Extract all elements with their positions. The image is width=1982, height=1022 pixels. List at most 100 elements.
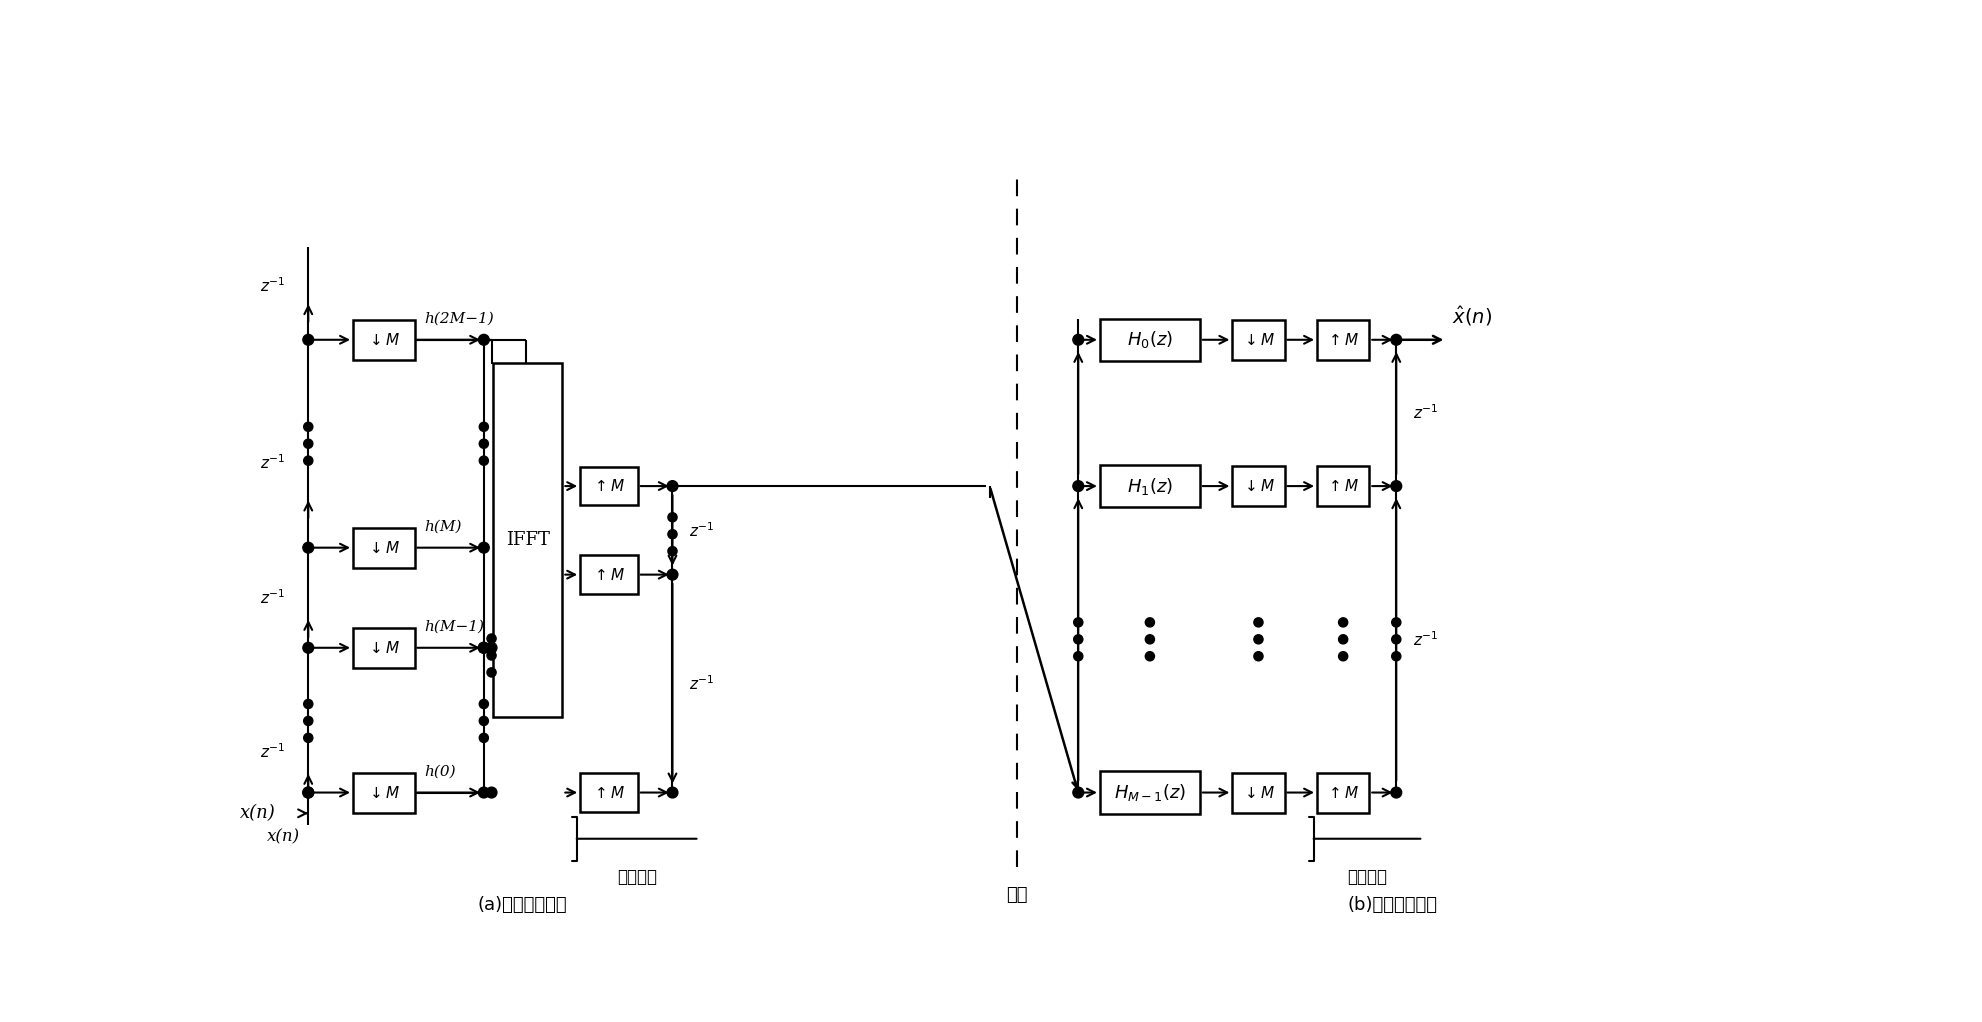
Circle shape [1338, 635, 1348, 644]
Circle shape [1253, 617, 1263, 626]
Circle shape [668, 547, 676, 556]
Circle shape [480, 734, 488, 742]
Circle shape [303, 543, 313, 553]
Bar [1316, 320, 1370, 360]
Circle shape [480, 716, 488, 726]
Circle shape [1389, 334, 1401, 345]
Circle shape [1146, 652, 1154, 661]
Circle shape [1391, 652, 1399, 661]
Circle shape [1338, 652, 1348, 661]
Text: $\uparrow M$: $\uparrow M$ [1326, 478, 1360, 494]
Circle shape [303, 422, 313, 431]
Bar [1100, 465, 1199, 507]
Circle shape [486, 787, 497, 798]
Text: $\uparrow M$: $\uparrow M$ [593, 566, 626, 583]
Text: $\hat{x}(n)$: $\hat{x}(n)$ [1451, 305, 1490, 328]
Bar [353, 527, 414, 567]
Circle shape [480, 699, 488, 708]
Bar [494, 363, 563, 717]
Circle shape [303, 699, 313, 708]
Bar [1316, 466, 1370, 506]
Circle shape [668, 529, 676, 539]
Text: $\downarrow M$: $\downarrow M$ [367, 640, 400, 656]
Text: x(n): x(n) [268, 829, 301, 846]
Circle shape [303, 643, 313, 653]
Text: $\uparrow M$: $\uparrow M$ [593, 785, 626, 800]
Circle shape [480, 439, 488, 449]
Circle shape [1253, 635, 1263, 644]
Text: $H_0(z)$: $H_0(z)$ [1126, 329, 1171, 351]
Bar [581, 774, 638, 811]
Bar [1231, 320, 1284, 360]
Text: $\downarrow M$: $\downarrow M$ [367, 785, 400, 800]
Circle shape [668, 513, 676, 522]
Circle shape [1389, 787, 1401, 798]
Circle shape [666, 480, 678, 492]
Circle shape [478, 334, 490, 345]
Circle shape [303, 439, 313, 449]
Circle shape [303, 787, 313, 798]
Text: 并串变化: 并串变化 [616, 868, 656, 886]
Circle shape [480, 456, 488, 465]
Circle shape [480, 422, 488, 431]
Bar [1316, 773, 1370, 812]
Text: $\downarrow M$: $\downarrow M$ [1241, 332, 1274, 347]
Circle shape [478, 543, 490, 553]
Text: $z^{-1}$: $z^{-1}$ [1413, 404, 1439, 422]
Text: (b)分析滤波器组: (b)分析滤波器组 [1346, 895, 1437, 914]
Bar [1231, 466, 1284, 506]
Bar [1100, 319, 1199, 361]
Circle shape [1072, 635, 1082, 644]
Text: h(M): h(M) [424, 520, 462, 533]
Text: 并串变化: 并串变化 [1346, 868, 1385, 886]
Text: $\uparrow M$: $\uparrow M$ [1326, 785, 1360, 800]
Text: $z^{-1}$: $z^{-1}$ [690, 521, 716, 540]
Bar [581, 555, 638, 594]
Circle shape [488, 667, 496, 677]
Text: (a)综合滤波器组: (a)综合滤波器组 [478, 895, 567, 914]
Text: $H_1(z)$: $H_1(z)$ [1126, 475, 1171, 497]
Circle shape [1391, 617, 1399, 626]
Circle shape [478, 643, 490, 653]
Circle shape [1146, 635, 1154, 644]
Circle shape [303, 334, 313, 345]
Text: $\downarrow M$: $\downarrow M$ [1241, 785, 1274, 800]
Circle shape [303, 734, 313, 742]
Text: $\downarrow M$: $\downarrow M$ [367, 540, 400, 556]
Circle shape [478, 787, 490, 798]
Text: h(M−1): h(M−1) [424, 620, 484, 634]
Circle shape [1389, 480, 1401, 492]
Bar [581, 467, 638, 505]
Text: $H_{M-1}(z)$: $H_{M-1}(z)$ [1114, 782, 1185, 803]
Text: $z^{-1}$: $z^{-1}$ [1413, 630, 1439, 649]
Bar [353, 320, 414, 360]
Circle shape [1391, 635, 1399, 644]
Circle shape [1146, 617, 1154, 626]
Circle shape [1072, 480, 1082, 492]
Circle shape [1072, 652, 1082, 661]
Text: h(2M−1): h(2M−1) [424, 312, 494, 326]
Bar [353, 628, 414, 667]
Circle shape [666, 787, 678, 798]
Bar [1100, 772, 1199, 814]
Text: $z^{-1}$: $z^{-1}$ [260, 454, 285, 472]
Circle shape [488, 634, 496, 643]
Circle shape [1253, 652, 1263, 661]
Circle shape [1072, 334, 1082, 345]
Text: $z^{-1}$: $z^{-1}$ [260, 589, 285, 607]
Circle shape [303, 716, 313, 726]
Text: $z^{-1}$: $z^{-1}$ [690, 675, 716, 693]
Text: IFFT: IFFT [505, 531, 549, 549]
Circle shape [1072, 787, 1082, 798]
Bar [1231, 773, 1284, 812]
Circle shape [478, 643, 490, 653]
Text: 信道: 信道 [1005, 886, 1027, 904]
Circle shape [303, 787, 313, 798]
Text: $\downarrow M$: $\downarrow M$ [1241, 478, 1274, 494]
Text: x(n): x(n) [240, 804, 275, 823]
Circle shape [1072, 617, 1082, 626]
Circle shape [486, 643, 497, 653]
Text: $\uparrow M$: $\uparrow M$ [593, 478, 626, 494]
Bar [353, 773, 414, 812]
Text: $z^{-1}$: $z^{-1}$ [260, 742, 285, 761]
